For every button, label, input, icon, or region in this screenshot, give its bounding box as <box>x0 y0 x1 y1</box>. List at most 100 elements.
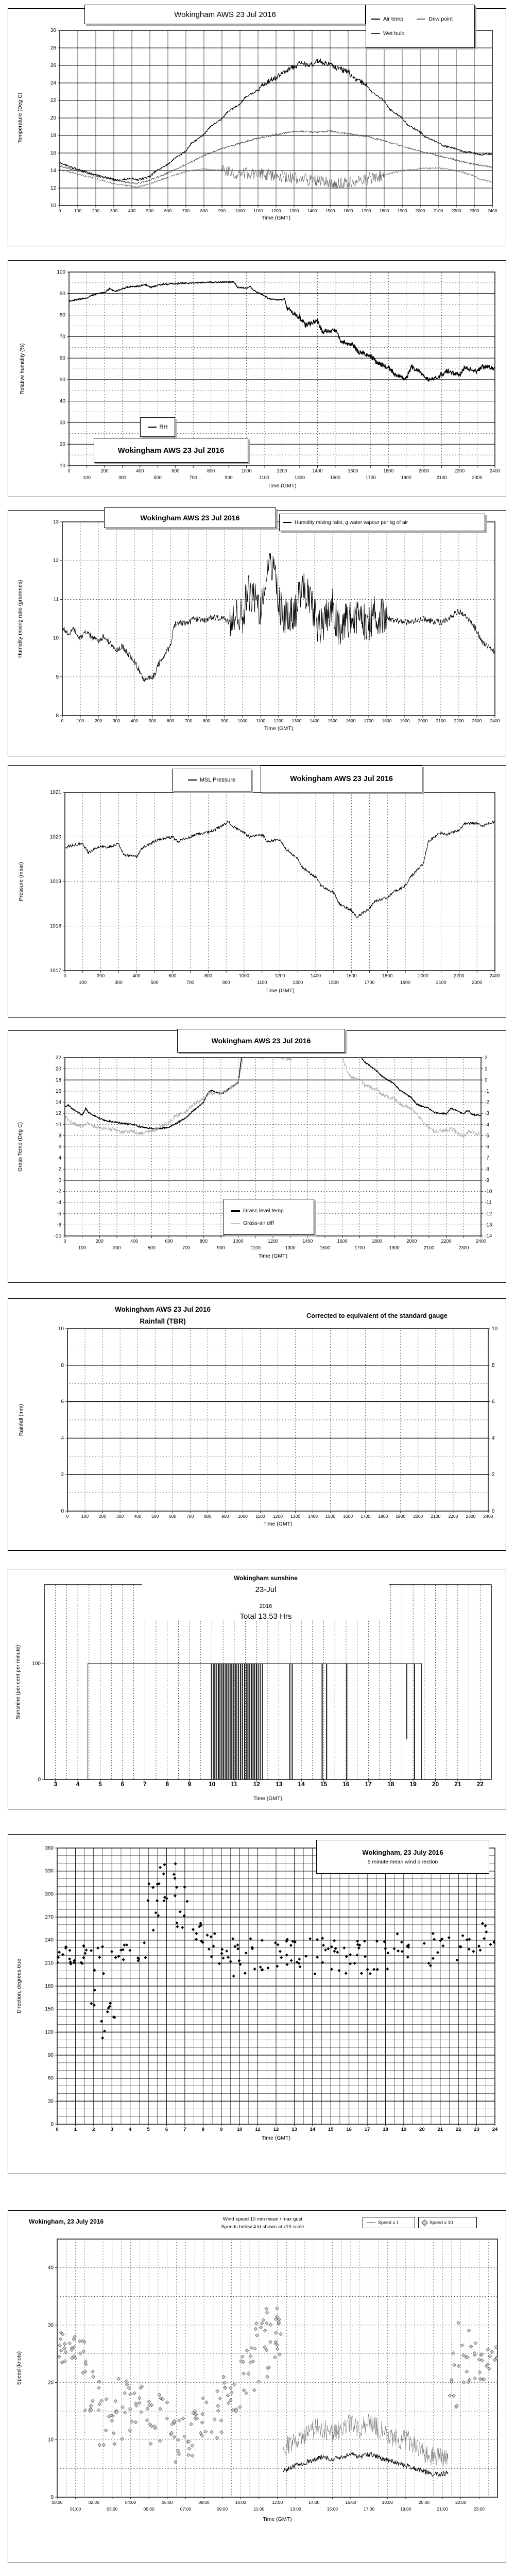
svg-text:Sunshine (per cent per minute): Sunshine (per cent per minute) <box>15 1645 21 1719</box>
svg-text:12: 12 <box>273 2127 279 2132</box>
svg-text:1200: 1200 <box>273 1514 283 1519</box>
svg-text:0: 0 <box>61 1509 64 1514</box>
svg-text:6: 6 <box>492 1399 495 1405</box>
chart-panel-sunshine: 0 100 3 4 5 6 7 8 9 10 11 12 13 14 15 16 17 18 19 20 21 22 Tim… <box>8 1569 506 1809</box>
svg-text:800: 800 <box>203 718 210 723</box>
svg-text:1900: 1900 <box>396 1514 405 1519</box>
svg-text:Pressure (mbar): Pressure (mbar) <box>18 862 24 901</box>
chart-note: Corrected to equivalent of the standard … <box>306 1312 448 1319</box>
svg-text:1017: 1017 <box>50 968 62 974</box>
svg-text:500: 500 <box>149 718 156 723</box>
svg-text:100: 100 <box>74 208 81 213</box>
svg-text:01:00: 01:00 <box>70 2506 81 2512</box>
svg-text:14: 14 <box>298 1781 305 1788</box>
svg-text:16: 16 <box>342 1781 350 1788</box>
svg-text:100: 100 <box>78 1245 86 1250</box>
svg-text:600: 600 <box>168 973 176 978</box>
humidity-plot: 1020304050607080901000100200300400500600… <box>19 269 500 489</box>
chart-title-year: 2016 <box>259 1603 272 1609</box>
chart-title-line1: Wokingham, 23 July 2016 <box>362 1849 443 1856</box>
svg-text:200: 200 <box>95 718 102 723</box>
svg-text:100: 100 <box>81 1514 89 1519</box>
svg-text:2400: 2400 <box>476 1239 486 1244</box>
svg-text:2100: 2100 <box>436 718 446 723</box>
svg-text:210: 210 <box>45 1960 54 1966</box>
svg-text:500: 500 <box>148 1245 156 1250</box>
svg-text:2200: 2200 <box>448 1514 458 1519</box>
chart-title: Wokingham AWS 23 Jul 2016 <box>177 1029 345 1053</box>
legend-item-grass-air-diff: Grass-air diff <box>231 1220 306 1226</box>
speed-diamond-key <box>421 2219 428 2226</box>
svg-text:14: 14 <box>50 168 57 174</box>
svg-text:2000: 2000 <box>419 468 429 473</box>
chart-title: Wokingham, 23 July 2016 <box>29 2218 104 2225</box>
svg-text:Time (GMT): Time (GMT) <box>267 483 296 489</box>
legend-label: Air temp <box>383 15 404 22</box>
legend: Humidity mixing ratio, g water vapour pe… <box>279 514 485 531</box>
svg-text:13: 13 <box>53 519 59 525</box>
svg-text:8: 8 <box>165 1781 169 1788</box>
svg-text:1600: 1600 <box>346 718 356 723</box>
svg-text:500: 500 <box>151 1514 159 1519</box>
svg-text:19: 19 <box>401 2127 407 2132</box>
svg-text:500: 500 <box>154 475 162 480</box>
svg-text:300: 300 <box>115 980 123 985</box>
svg-text:12: 12 <box>50 185 57 191</box>
svg-text:1100: 1100 <box>255 1514 265 1519</box>
svg-text:10: 10 <box>492 1326 498 1332</box>
svg-text:-7: -7 <box>485 1156 489 1161</box>
svg-text:300: 300 <box>110 208 117 213</box>
svg-text:10: 10 <box>237 2127 243 2132</box>
svg-text:1100: 1100 <box>253 208 263 213</box>
svg-text:800: 800 <box>204 973 212 978</box>
svg-text:22: 22 <box>477 1781 484 1788</box>
svg-text:20: 20 <box>432 1781 439 1788</box>
legend-item-speed-x10: Speed x 10 <box>418 2217 477 2228</box>
chart-note-line1: Wind speed 10 min mean / max gust <box>222 2216 303 2222</box>
svg-text:11: 11 <box>255 2127 261 2132</box>
svg-text:1500: 1500 <box>328 718 338 723</box>
legend-label: Grass-air diff <box>243 1220 274 1226</box>
svg-text:1600: 1600 <box>344 208 353 213</box>
svg-text:1700: 1700 <box>362 208 371 213</box>
svg-text:6: 6 <box>121 1781 125 1788</box>
legend-label: Wet bulb <box>383 30 405 37</box>
svg-text:15: 15 <box>320 1781 328 1788</box>
svg-text:2100: 2100 <box>437 475 447 480</box>
wet-bulb-line-key <box>371 33 380 35</box>
svg-text:-5: -5 <box>485 1133 489 1139</box>
svg-text:4: 4 <box>61 1435 64 1441</box>
svg-text:10: 10 <box>209 1781 216 1788</box>
svg-text:1000: 1000 <box>233 1239 244 1244</box>
legend-item-grass-level-temp: Grass level temp <box>231 1208 306 1214</box>
svg-text:0: 0 <box>50 2495 54 2500</box>
svg-text:300: 300 <box>118 475 126 480</box>
svg-text:15:00: 15:00 <box>327 2506 338 2512</box>
svg-text:0: 0 <box>63 973 66 978</box>
svg-text:2000: 2000 <box>413 1514 423 1519</box>
svg-text:600: 600 <box>169 1514 176 1519</box>
svg-text:-4: -4 <box>485 1122 489 1128</box>
svg-text:8: 8 <box>56 713 59 719</box>
svg-text:3: 3 <box>111 2127 113 2132</box>
legend-label: RH <box>159 424 168 430</box>
svg-text:21:00: 21:00 <box>437 2506 448 2512</box>
svg-text:330: 330 <box>45 1869 54 1874</box>
svg-text:12: 12 <box>56 1111 62 1116</box>
svg-text:-10: -10 <box>485 1189 492 1195</box>
svg-text:1200: 1200 <box>271 208 281 213</box>
svg-text:200: 200 <box>92 208 99 213</box>
svg-text:1700: 1700 <box>360 1514 370 1519</box>
wind-speed-plot: 0 10 20 30 40 00:00 01:00 02:00 03:00 04:00 05:00 0… <box>16 2239 498 2522</box>
svg-text:400: 400 <box>130 1239 138 1244</box>
svg-text:13: 13 <box>276 1781 283 1788</box>
svg-text:1500: 1500 <box>320 1245 330 1250</box>
svg-text:09:00: 09:00 <box>217 2506 228 2512</box>
svg-text:80: 80 <box>60 313 66 318</box>
svg-text:8: 8 <box>202 2127 204 2132</box>
svg-text:2400: 2400 <box>490 468 500 473</box>
chart-note: Wind speed 10 min mean / max gust Speeds… <box>174 2216 351 2231</box>
svg-text:4: 4 <box>76 1781 80 1788</box>
svg-text:1700: 1700 <box>364 980 374 985</box>
grass-air-diff-line-key <box>231 1223 240 1224</box>
